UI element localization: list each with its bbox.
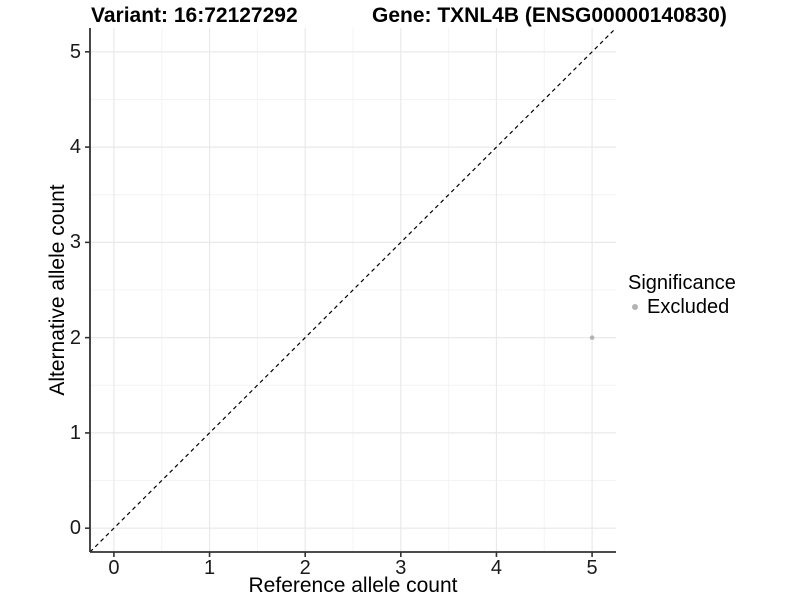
x-tick-label: 2 [299,557,311,579]
x-tick-label: 1 [203,557,216,579]
legend-item-excluded: Excluded [628,296,736,318]
y-tick-label: 3 [69,231,81,254]
plot-title-variant: Variant: 16:72127292 [91,4,298,27]
x-tick-label: 0 [108,557,120,579]
x-tick-label: 5 [586,557,598,579]
legend-item-label: Excluded [647,296,730,318]
x-axis-label: Reference allele count [248,574,458,597]
legend: Significance Excluded [628,272,736,318]
y-tick-label: 1 [69,421,81,444]
y-tick-label: 0 [69,517,81,540]
x-tick-label: 4 [490,557,503,579]
legend-title: Significance [628,272,736,294]
excluded-point-icon [632,304,638,310]
y-tick-label: 4 [69,136,81,159]
data-point-excluded [589,335,595,340]
y-tick-label: 5 [69,40,81,63]
x-tick-label: 3 [395,557,407,579]
y-axis-label: Alternative allele count [46,184,69,396]
y-tick-label: 2 [69,326,81,349]
plot-title-gene: Gene: TXNL4B (ENSG00000140830) [372,4,727,27]
identity-reference-line [89,27,617,553]
